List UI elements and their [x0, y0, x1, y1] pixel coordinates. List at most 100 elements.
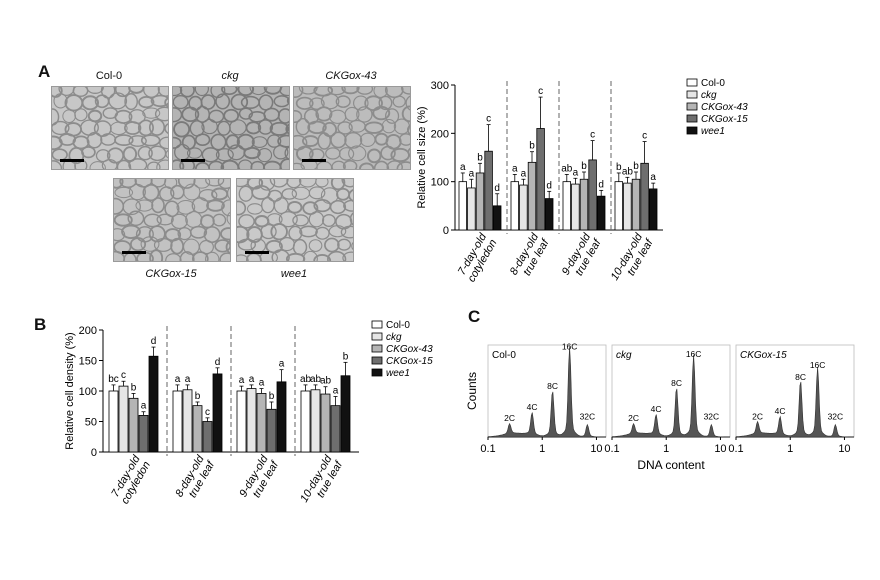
micrograph-col0-texture — [52, 87, 168, 169]
cell-outline — [183, 183, 201, 201]
cell-outline — [372, 105, 391, 121]
cell-size-bar — [492, 205, 502, 231]
cell-outline — [181, 106, 200, 123]
cell-outline — [342, 251, 353, 261]
cell-outline — [285, 123, 289, 135]
cell-outline — [121, 224, 141, 239]
cell-outline — [127, 210, 145, 227]
cell-outline — [215, 148, 234, 162]
cell-size-significance-letter: a — [521, 168, 527, 179]
cell-outline — [156, 159, 168, 169]
cell-outline — [373, 160, 390, 169]
cell-outline — [313, 253, 332, 261]
cell-size-bar — [545, 198, 554, 231]
cell-size-significance-letter: a — [469, 168, 475, 179]
cell-size-significance-letter: b — [529, 141, 535, 152]
cell-outline — [401, 87, 410, 95]
cell-outline — [338, 147, 355, 161]
micrograph-label-ckgox43: CKGox-43 — [325, 70, 377, 82]
cell-outline — [221, 199, 230, 217]
cell-size-significance-letter: a — [650, 172, 656, 183]
cell-outline — [114, 213, 133, 227]
cell-size-bar — [527, 161, 537, 231]
cell-outline — [179, 87, 195, 98]
cell-outline — [266, 134, 282, 148]
scale-bar — [181, 159, 205, 162]
scale-bar — [245, 251, 269, 254]
cell-outline — [217, 179, 230, 190]
cell-size-bar — [579, 178, 589, 231]
cell-outline — [114, 228, 126, 242]
cell-outline — [373, 87, 388, 98]
cell-size-bar — [571, 183, 580, 231]
cell-size-significance-letter: b — [477, 152, 483, 163]
micrograph-ckgox43-texture — [294, 87, 410, 169]
cell-outline — [271, 249, 290, 261]
cell-outline — [337, 238, 352, 251]
micrograph-col0 — [51, 86, 169, 170]
cell-outline — [385, 108, 400, 124]
cell-outline — [330, 179, 346, 191]
cell-outline — [237, 87, 255, 97]
cell-outline — [381, 118, 397, 134]
cell-outline — [308, 211, 325, 228]
cell-outline — [343, 199, 353, 212]
cell-outline — [89, 161, 106, 169]
cell-outline — [337, 121, 353, 135]
cell-outline — [150, 94, 168, 107]
cell-outline — [270, 223, 288, 241]
cell-outline — [81, 146, 96, 159]
cell-outline — [147, 161, 161, 169]
cell-outline — [86, 131, 103, 149]
cell-size-y-tick-label: 200 — [431, 128, 449, 140]
cell-outline — [173, 87, 183, 97]
cell-size-legend-label: ckg — [701, 90, 717, 101]
cell-outline — [114, 134, 134, 146]
cell-size-bar — [631, 178, 641, 231]
cell-outline — [230, 93, 249, 111]
cell-outline — [258, 179, 276, 191]
cell-outline — [225, 134, 240, 150]
cell-outline — [205, 179, 225, 187]
cell-size-significance-letter: b — [581, 161, 587, 172]
micrograph-label-wee1: wee1 — [280, 268, 308, 280]
cell-outline — [201, 147, 220, 163]
cell-outline — [191, 197, 209, 214]
cell-size-legend-swatch — [686, 90, 698, 99]
cell-outline — [193, 179, 211, 189]
cell-outline — [214, 239, 230, 253]
cell-outline — [302, 250, 318, 261]
cell-outline — [331, 160, 346, 169]
scale-bar — [60, 159, 84, 162]
cell-outline — [320, 93, 340, 110]
cell-outline — [135, 199, 154, 212]
cell-outline — [122, 198, 141, 216]
cell-size-significance-letter: b — [633, 161, 639, 172]
cell-outline — [295, 117, 311, 136]
cell-outline — [245, 121, 262, 135]
cell-outline — [341, 87, 360, 95]
cell-outline — [128, 158, 148, 169]
cell-outline — [281, 188, 298, 200]
cell-outline — [165, 149, 168, 159]
cell-outline — [53, 93, 68, 109]
cell-outline — [201, 118, 218, 135]
cell-outline — [159, 186, 175, 202]
micrograph-label-col0: Col-0 — [95, 70, 123, 82]
micrograph-ckg — [172, 86, 290, 170]
cell-outline — [324, 237, 340, 253]
cell-outline — [95, 149, 111, 163]
cell-outline — [396, 161, 410, 169]
cell-outline — [81, 95, 99, 111]
cell-outline — [407, 147, 410, 157]
cell-outline — [179, 251, 195, 261]
cell-outline — [129, 237, 147, 252]
cell-outline — [198, 239, 214, 255]
cell-outline — [353, 95, 369, 111]
cell-outline — [288, 225, 303, 241]
cell-size-legend-swatch — [686, 126, 698, 135]
cell-size-significance-letter: d — [494, 183, 500, 194]
cell-outline — [148, 118, 166, 136]
micrograph-ckg-texture — [173, 87, 289, 169]
cell-size-category-label: 8-day-oldtrue leaf — [508, 231, 552, 284]
